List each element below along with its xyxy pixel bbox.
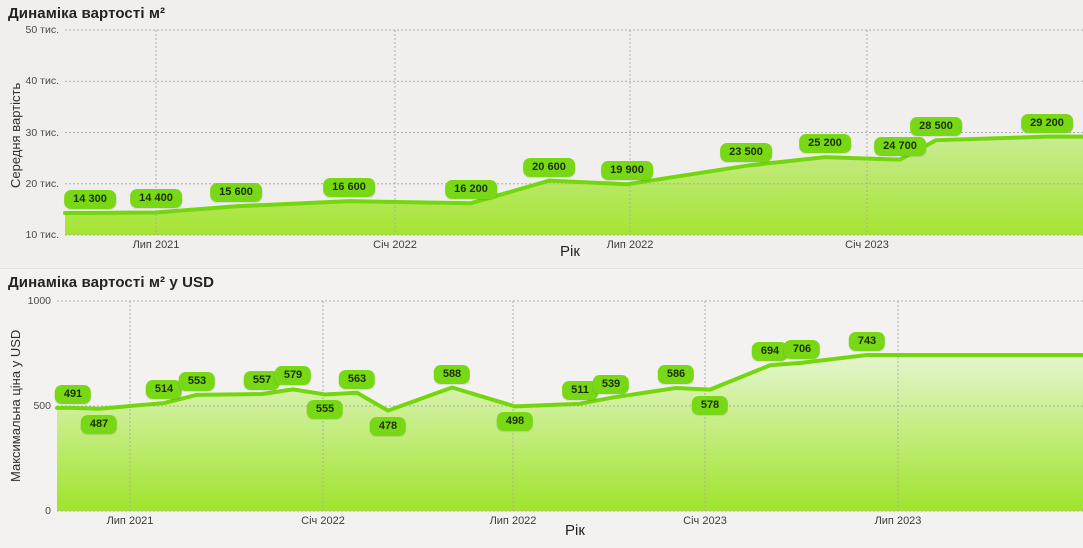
chart1-title: Динаміка вартості м² xyxy=(8,5,166,22)
chart1-x-axis-title: Рік xyxy=(560,243,580,260)
chart2-y-tick: 0 xyxy=(45,505,51,517)
chart2-x-tick: Лип 2021 xyxy=(106,515,154,527)
chart1-y-tick: 50 тис. xyxy=(25,24,59,36)
chart1-data-label: 24 700 xyxy=(874,136,926,156)
chart2-y-tick: 1000 xyxy=(27,295,51,307)
chart2-data-label: 478 xyxy=(369,416,407,436)
chart1-y-tick: 10 тис. xyxy=(25,229,59,241)
chart1-y-tick: 20 тис. xyxy=(25,177,59,190)
chart1-data-label: 25 200 xyxy=(799,134,851,154)
chart2-data-label: 487 xyxy=(80,414,118,434)
chart2-title: Динаміка вартості м² у USD xyxy=(8,274,215,291)
chart1-x-tick: Лип 2022 xyxy=(606,239,654,251)
chart2-data-label: 579 xyxy=(274,366,312,386)
chart2-data-label: 539 xyxy=(592,374,630,394)
chart2-data-label: 498 xyxy=(496,412,534,432)
chart1-data-label: 14 400 xyxy=(130,189,182,209)
chart1-data-label: 14 300 xyxy=(64,189,116,209)
chart1-data-label: 16 200 xyxy=(445,180,497,200)
chart2-data-label: 586 xyxy=(657,364,695,384)
chart1-x-tick: Лип 2021 xyxy=(132,239,180,251)
chart1-y-tick: 30 тис. xyxy=(25,126,59,139)
chart2-data-label: 588 xyxy=(433,364,471,384)
chart1-data-label: 15 600 xyxy=(210,183,262,203)
chart2-x-axis-title: Рік xyxy=(565,522,585,539)
chart2-data-label: 578 xyxy=(691,395,729,415)
chart2-data-label: 553 xyxy=(178,371,216,391)
chart2-data-label: 706 xyxy=(783,339,821,359)
chart1-y-tick: 40 тис. xyxy=(25,75,59,88)
chart2-x-tick: Лип 2023 xyxy=(874,515,922,527)
chart2-data-label: 491 xyxy=(54,384,92,404)
chart2-data-label: 555 xyxy=(306,400,344,420)
chart2-data-label: 694 xyxy=(751,342,789,362)
chart1-data-label: 23 500 xyxy=(720,142,772,162)
chart1-data-label: 29 200 xyxy=(1021,113,1073,133)
chart2-x-tick: Лип 2022 xyxy=(489,515,537,527)
chart1-x-tick: Січ 2022 xyxy=(373,239,417,251)
chart2-y-tick: 500 xyxy=(33,400,51,412)
chart1-data-label: 16 600 xyxy=(323,178,375,198)
chart1-data-label: 19 900 xyxy=(601,161,653,181)
chart2-x-tick: Січ 2023 xyxy=(683,515,727,527)
chart1-x-tick: Січ 2023 xyxy=(845,239,889,251)
chart1-data-label: 28 500 xyxy=(910,117,962,137)
chart2-x-tick: Січ 2022 xyxy=(301,515,345,527)
chart2-data-label: 743 xyxy=(848,331,886,351)
chart1-data-label: 20 600 xyxy=(523,157,575,177)
chart2-data-label: 511 xyxy=(562,380,598,400)
chart2-data-label: 514 xyxy=(145,380,183,400)
chart2-data-label: 563 xyxy=(338,369,376,389)
chart2-data-label: 557 xyxy=(243,371,281,391)
